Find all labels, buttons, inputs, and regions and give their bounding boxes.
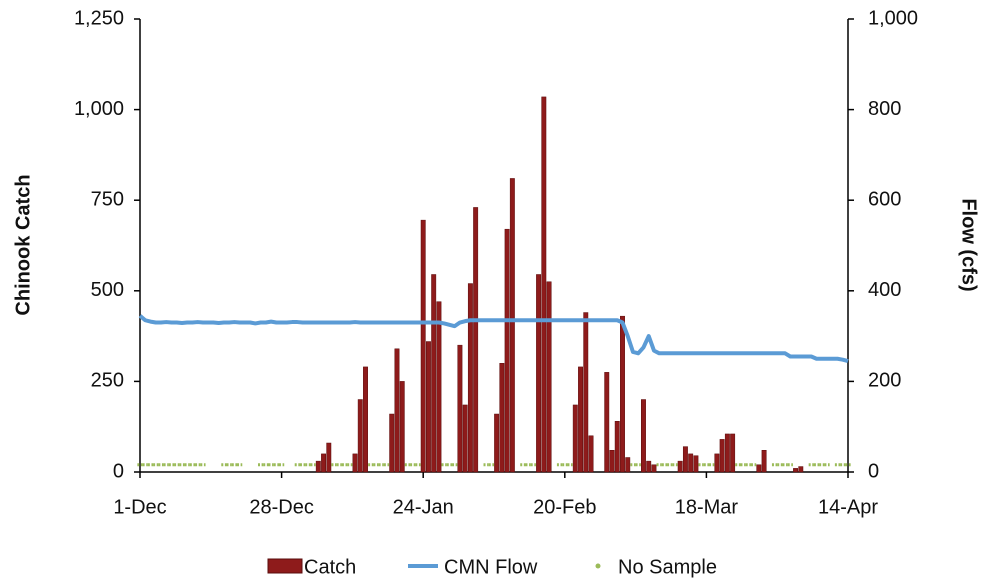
bar bbox=[420, 219, 426, 473]
bar bbox=[352, 453, 358, 473]
legend-label: CMN Flow bbox=[444, 556, 538, 578]
bar bbox=[499, 363, 505, 473]
bar bbox=[467, 283, 473, 473]
legend-swatch bbox=[267, 558, 303, 574]
x-tick-label: 14-Apr bbox=[818, 496, 878, 518]
bar bbox=[688, 453, 694, 473]
y-axis-title: Chinook Catch bbox=[12, 174, 34, 315]
y-tick-label: 1,000 bbox=[74, 98, 124, 120]
y2-tick-label: 0 bbox=[868, 460, 879, 482]
x-tick-label: 24-Jan bbox=[393, 496, 454, 518]
bar bbox=[693, 455, 699, 473]
legend-label: No Sample bbox=[618, 556, 717, 578]
bar bbox=[641, 399, 646, 473]
bar bbox=[798, 466, 804, 473]
bar bbox=[724, 433, 730, 473]
bar bbox=[315, 460, 321, 473]
y2-axis-title: Flow (cfs) bbox=[958, 198, 980, 291]
bar bbox=[321, 453, 327, 473]
bar bbox=[399, 381, 405, 473]
y2-tick-label: 800 bbox=[868, 98, 901, 120]
bar bbox=[431, 274, 437, 473]
bar bbox=[761, 450, 767, 473]
bar bbox=[651, 464, 657, 473]
bar bbox=[509, 178, 515, 473]
bar bbox=[609, 450, 615, 473]
bar bbox=[588, 435, 594, 473]
bar bbox=[682, 446, 688, 473]
y-tick-label: 750 bbox=[91, 188, 124, 210]
bar bbox=[730, 433, 736, 473]
bar bbox=[793, 468, 799, 473]
bar bbox=[326, 442, 332, 473]
x-tick-label: 20-Feb bbox=[533, 496, 596, 518]
bar bbox=[756, 464, 762, 473]
y2-tick-label: 600 bbox=[868, 188, 901, 210]
y-tick-label: 0 bbox=[113, 460, 124, 482]
y2-tick-label: 200 bbox=[868, 370, 901, 392]
bar bbox=[620, 315, 625, 473]
legend-swatch bbox=[595, 563, 601, 569]
bar bbox=[646, 460, 652, 473]
bar bbox=[436, 301, 442, 473]
bar bbox=[572, 404, 578, 473]
bar bbox=[357, 399, 363, 473]
bar bbox=[625, 457, 631, 473]
bar bbox=[719, 439, 725, 473]
bar bbox=[536, 274, 542, 473]
legend-label: Catch bbox=[304, 556, 356, 578]
y-tick-label: 250 bbox=[91, 370, 124, 392]
bar bbox=[494, 413, 500, 473]
x-tick-label: 1-Dec bbox=[113, 496, 166, 518]
flow-line bbox=[138, 314, 849, 363]
x-tick-label: 18-Mar bbox=[675, 496, 739, 518]
bar bbox=[546, 281, 552, 473]
bar bbox=[614, 421, 620, 473]
bar bbox=[462, 404, 468, 473]
x-tick-label: 28-Dec bbox=[249, 496, 313, 518]
y2-tick-label: 1,000 bbox=[868, 7, 918, 29]
bar bbox=[394, 348, 400, 473]
bar bbox=[541, 96, 547, 473]
bar bbox=[425, 341, 431, 473]
y-tick-label: 1,250 bbox=[74, 7, 124, 29]
bar bbox=[504, 228, 510, 473]
y2-tick-label: 400 bbox=[868, 279, 901, 301]
bar bbox=[363, 366, 368, 473]
y-tick-label: 500 bbox=[91, 279, 124, 301]
bar bbox=[714, 453, 720, 473]
bar bbox=[583, 312, 589, 473]
bar bbox=[389, 413, 395, 473]
bar bbox=[457, 344, 463, 473]
bar bbox=[677, 460, 683, 473]
bar bbox=[604, 372, 610, 473]
bar bbox=[473, 207, 479, 473]
bar bbox=[578, 366, 583, 473]
